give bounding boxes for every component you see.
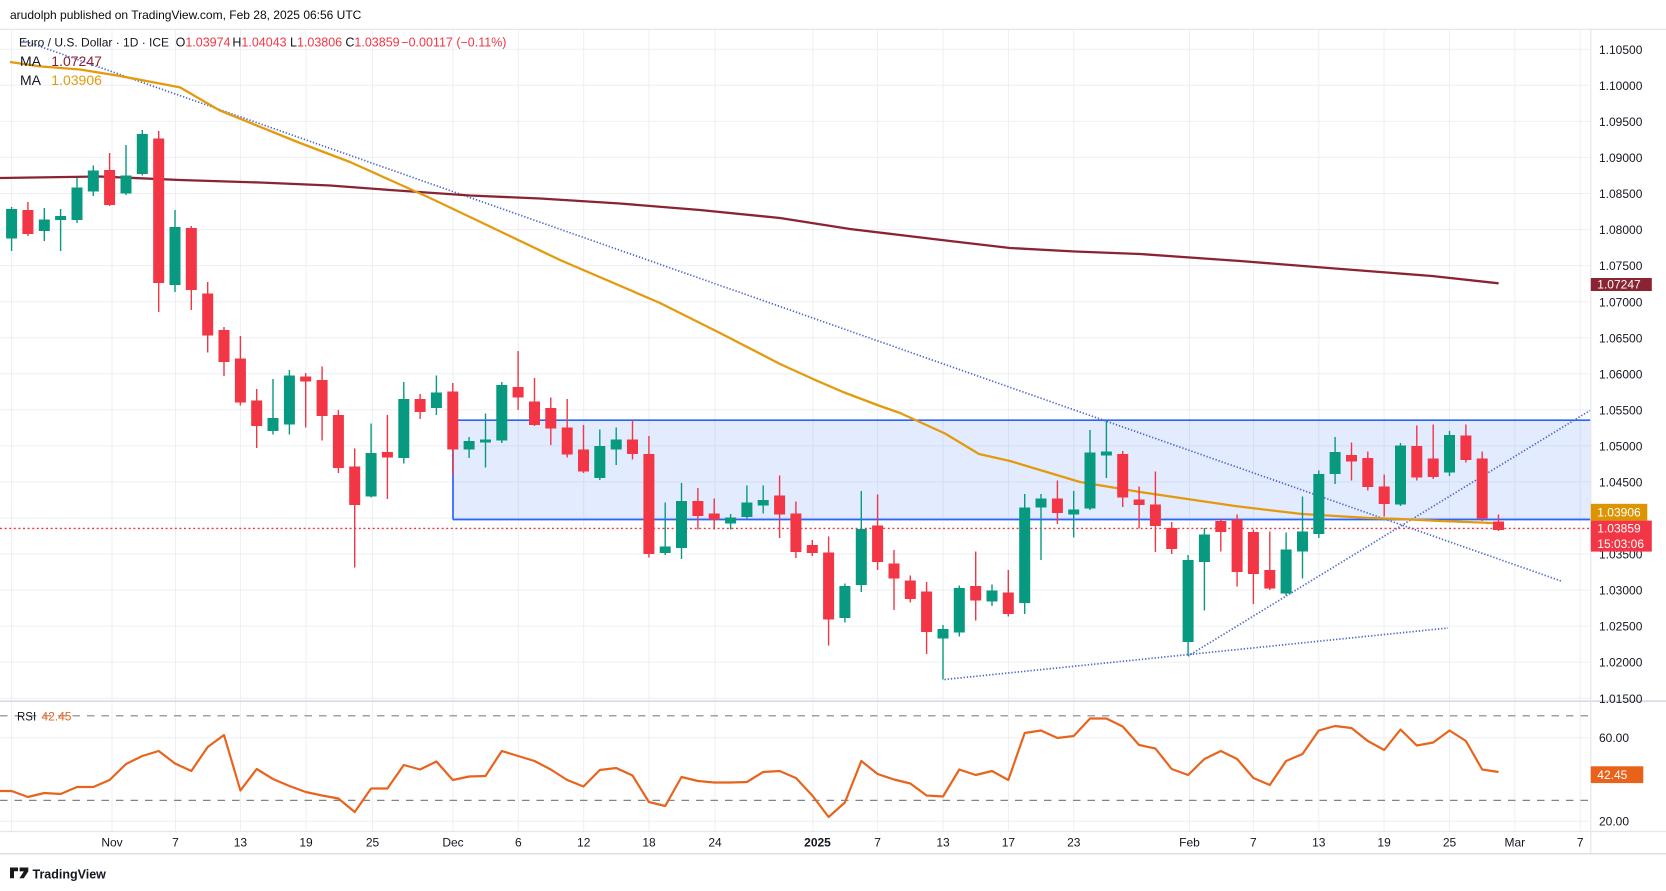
svg-text:Euro / U.S. Dollar · 1D · ICE: Euro / U.S. Dollar · 1D · ICE <box>19 35 169 49</box>
svg-text:1.08500: 1.08500 <box>1599 187 1643 201</box>
svg-text:1.09000: 1.09000 <box>1599 151 1643 165</box>
svg-text:18: 18 <box>642 836 656 850</box>
svg-text:H1.04043: H1.04043 <box>232 35 286 49</box>
svg-text:15:03:06: 15:03:06 <box>1597 537 1644 551</box>
svg-text:20.00: 20.00 <box>1599 815 1629 829</box>
svg-text:19: 19 <box>1377 836 1391 850</box>
svg-text:7: 7 <box>1577 836 1584 850</box>
svg-text:1.01500: 1.01500 <box>1599 692 1643 706</box>
svg-text:O1.03974: O1.03974 <box>176 35 231 49</box>
svg-text:13: 13 <box>1312 836 1326 850</box>
svg-text:1.05500: 1.05500 <box>1599 403 1643 417</box>
svg-text:1.03000: 1.03000 <box>1599 584 1643 598</box>
svg-text:1.06000: 1.06000 <box>1599 367 1643 381</box>
svg-text:17: 17 <box>1002 836 1016 850</box>
svg-text:Nov: Nov <box>101 836 122 850</box>
svg-text:MA: MA <box>20 72 42 88</box>
svg-text:2025: 2025 <box>804 836 831 850</box>
svg-text:42.45: 42.45 <box>1597 768 1627 782</box>
svg-text:7: 7 <box>172 836 179 850</box>
svg-text:7: 7 <box>874 836 881 850</box>
svg-text:Dec: Dec <box>442 836 463 850</box>
svg-text:1.05000: 1.05000 <box>1599 440 1643 454</box>
svg-text:−0.00117 (−0.11%): −0.00117 (−0.11%) <box>401 35 506 49</box>
svg-text:1.07247: 1.07247 <box>1597 278 1641 292</box>
svg-text:1.07000: 1.07000 <box>1599 295 1643 309</box>
svg-text:1.03906: 1.03906 <box>51 72 102 88</box>
svg-text:1.07247: 1.07247 <box>51 53 102 69</box>
svg-text:1.03906: 1.03906 <box>1597 505 1641 519</box>
svg-text:23: 23 <box>1067 836 1081 850</box>
svg-text:19: 19 <box>299 836 313 850</box>
svg-text:1.02500: 1.02500 <box>1599 620 1643 634</box>
svg-text:7: 7 <box>1250 836 1257 850</box>
svg-text:12: 12 <box>577 836 591 850</box>
svg-text:1.08000: 1.08000 <box>1599 223 1643 237</box>
svg-text:Mar: Mar <box>1504 836 1525 850</box>
svg-text:RSI: RSI <box>17 712 36 724</box>
svg-text:Feb: Feb <box>1179 836 1200 850</box>
svg-text:1.03859: 1.03859 <box>1597 522 1641 536</box>
svg-text:42.45: 42.45 <box>41 710 71 724</box>
svg-text:24: 24 <box>708 836 722 850</box>
svg-text:13: 13 <box>936 836 950 850</box>
svg-text:1.10000: 1.10000 <box>1599 79 1643 93</box>
svg-text:TradingView: TradingView <box>33 867 107 881</box>
svg-text:1.07500: 1.07500 <box>1599 259 1643 273</box>
svg-text:1.10500: 1.10500 <box>1599 43 1643 57</box>
svg-text:MA: MA <box>20 53 42 69</box>
svg-text:6: 6 <box>515 836 522 850</box>
svg-text:1.06500: 1.06500 <box>1599 331 1643 345</box>
svg-text:25: 25 <box>1443 836 1457 850</box>
svg-text:C1.03859: C1.03859 <box>345 35 399 49</box>
svg-text:60.00: 60.00 <box>1599 731 1629 745</box>
svg-text:1.04500: 1.04500 <box>1599 476 1643 490</box>
svg-text:1.02000: 1.02000 <box>1599 656 1643 670</box>
svg-text:L1.03806: L1.03806 <box>290 35 342 49</box>
svg-text:1.09500: 1.09500 <box>1599 115 1643 129</box>
svg-text:arudolph published on TradingV: arudolph published on TradingView.com, F… <box>10 8 362 22</box>
svg-text:13: 13 <box>234 836 248 850</box>
svg-text:25: 25 <box>366 836 380 850</box>
